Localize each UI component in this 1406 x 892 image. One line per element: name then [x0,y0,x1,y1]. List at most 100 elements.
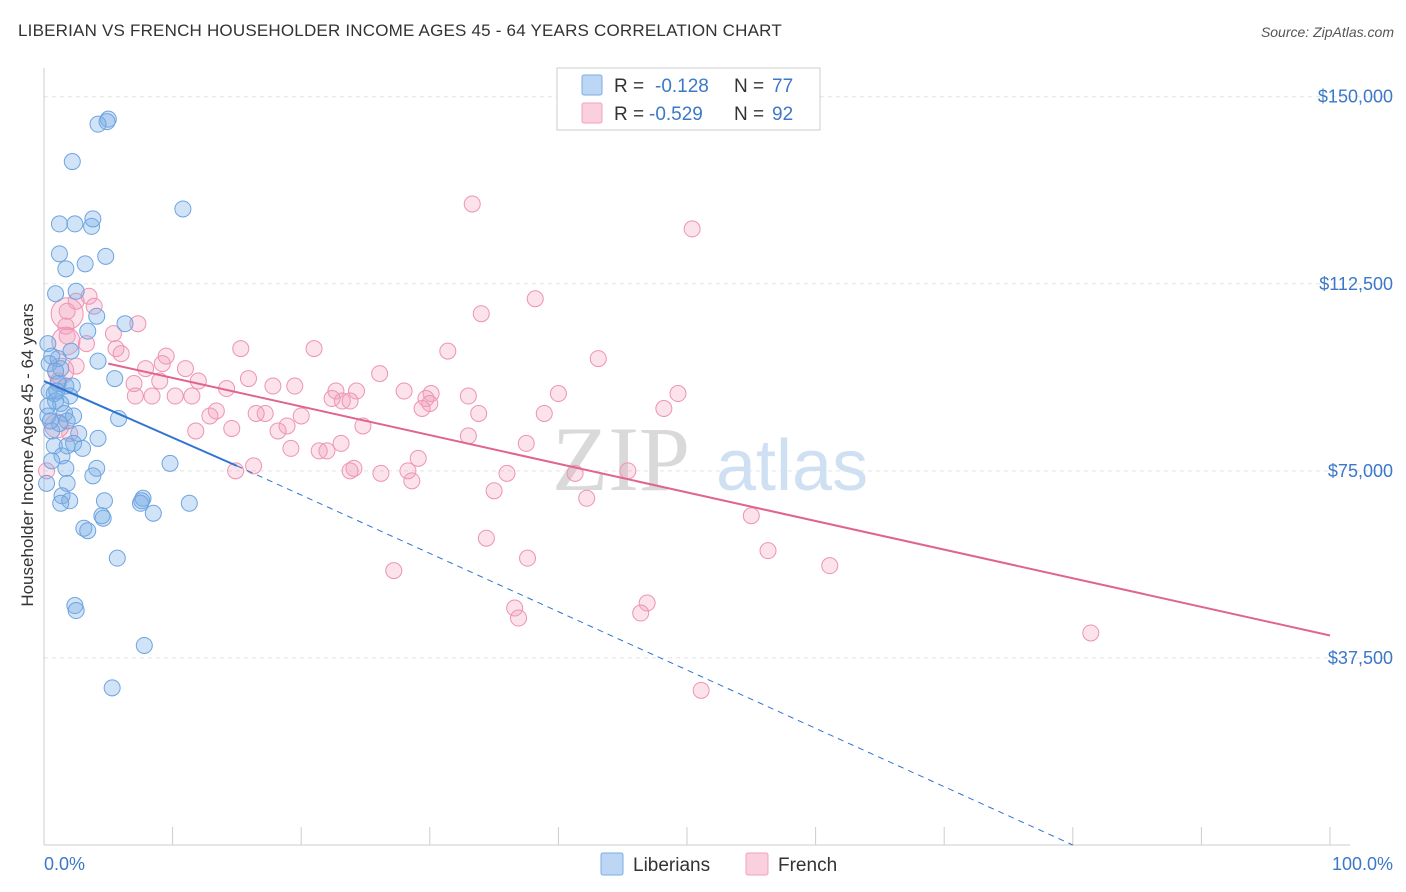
legend-liberian-n-label: N = [734,76,764,97]
liberian-point-35 [39,397,57,415]
french-trend-line [108,362,1331,637]
liberian-point-43 [89,429,107,447]
french-point-20 [153,355,171,373]
french-point-19 [589,350,607,368]
liberian-point-70 [67,602,85,620]
french-point-88 [638,594,656,612]
french-point-41 [126,387,144,405]
french-point-16 [439,342,457,360]
french-point-75 [619,462,637,480]
y-tick-labels: $37,500 $75,000 $112,500 $150,000 [1318,87,1393,668]
french-point-54 [655,399,673,417]
y-tick-label-0: $37,500 [1328,648,1393,668]
liberian-trend-extension [236,465,1074,846]
french-point-43 [669,385,687,403]
french-point-92 [1082,624,1100,642]
french-point-68 [318,442,336,460]
liberian-point-53 [84,467,102,485]
french-point-56 [292,407,310,425]
liberian-point-22 [89,352,107,370]
liberian-point-10 [97,247,115,265]
liberian-point-72 [103,679,121,697]
liberian-point-49 [43,452,61,470]
french-point-52 [247,404,265,422]
french-point-60 [187,422,205,440]
gridlines [44,96,1390,659]
french-point-87 [385,562,403,580]
liberian-points [38,110,198,697]
french-point-89 [506,599,524,617]
liberian-point-75 [41,412,59,430]
watermark: ZIP atlas [552,408,868,510]
liberian-point-5 [66,215,84,233]
french-point-69 [409,449,427,467]
source-label: Source: ZipAtlas.com [1260,24,1394,40]
trendlines [43,362,1331,846]
liberian-point-4 [50,215,68,233]
liberian-point-54 [58,474,76,492]
liberian-point-19 [62,342,80,360]
french-point-90 [632,604,650,622]
french-point-94 [470,404,488,422]
watermark-zip: ZIP [552,408,690,510]
liberian-point-58 [95,492,113,510]
liberian-point-7 [84,210,102,228]
liberian-point-8 [174,200,192,218]
french-point-35 [395,382,413,400]
liberian-point-13 [47,285,65,303]
y-axis-label: Householder Income Ages 45 - 64 years [18,303,37,606]
liberian-point-38 [110,409,128,427]
french-point-42 [459,387,477,405]
french-point-55 [201,407,219,425]
french-point-17 [112,345,130,363]
liberian-point-47 [74,439,92,457]
french-point-70 [245,457,263,475]
french-point-12 [77,335,95,353]
french-point-large-1 [50,297,84,331]
liberian-point-61 [131,494,149,512]
french-point-8 [129,315,147,333]
french-point-25 [239,370,257,388]
liberian-point-16 [116,315,134,333]
liberian-point-76 [48,382,66,400]
liberian-point-21 [49,350,67,368]
french-point-24 [371,365,389,383]
french-point-0 [463,195,481,213]
french-point-36 [549,385,567,403]
french-point-83 [477,529,495,547]
legend-french-swatch [581,102,603,124]
liberian-point-11 [76,255,94,273]
liberian-point-50 [161,454,179,472]
axes [43,68,1350,846]
french-point-84 [519,549,537,567]
french-point-51 [256,404,274,422]
french-point-79 [485,482,503,500]
liberian-point-2 [89,115,107,133]
french-point-5 [58,302,76,320]
liberian-point-60 [52,494,70,512]
french-point-77 [498,464,516,482]
french-point-49 [413,399,431,417]
x-tick-labels: 0.0% 100.0% [44,854,1393,874]
liberian-point-26 [106,370,124,388]
bottom-legend-french: French [778,855,837,876]
french-point-2 [80,287,98,305]
french-point-13 [107,340,125,358]
french-point-27 [151,372,169,390]
liberian-point-71 [135,636,153,654]
french-point-80 [38,462,56,480]
french-point-73 [399,462,417,480]
legend-liberian-swatch [581,74,603,96]
x-tick-label-1: 100.0% [1332,854,1393,874]
y-tick-label-1: $75,000 [1328,461,1393,481]
french-point-61 [269,422,287,440]
liberian-point-25 [47,362,65,380]
y-tick-label-3: $150,000 [1318,87,1393,107]
x-tick-label-0: 0.0% [44,854,85,874]
french-point-29 [125,375,143,393]
french-point-59 [223,419,241,437]
liberian-point-65 [94,509,112,527]
french-point-6 [472,305,490,323]
legend-french-r-value: -0.529 [649,104,703,125]
